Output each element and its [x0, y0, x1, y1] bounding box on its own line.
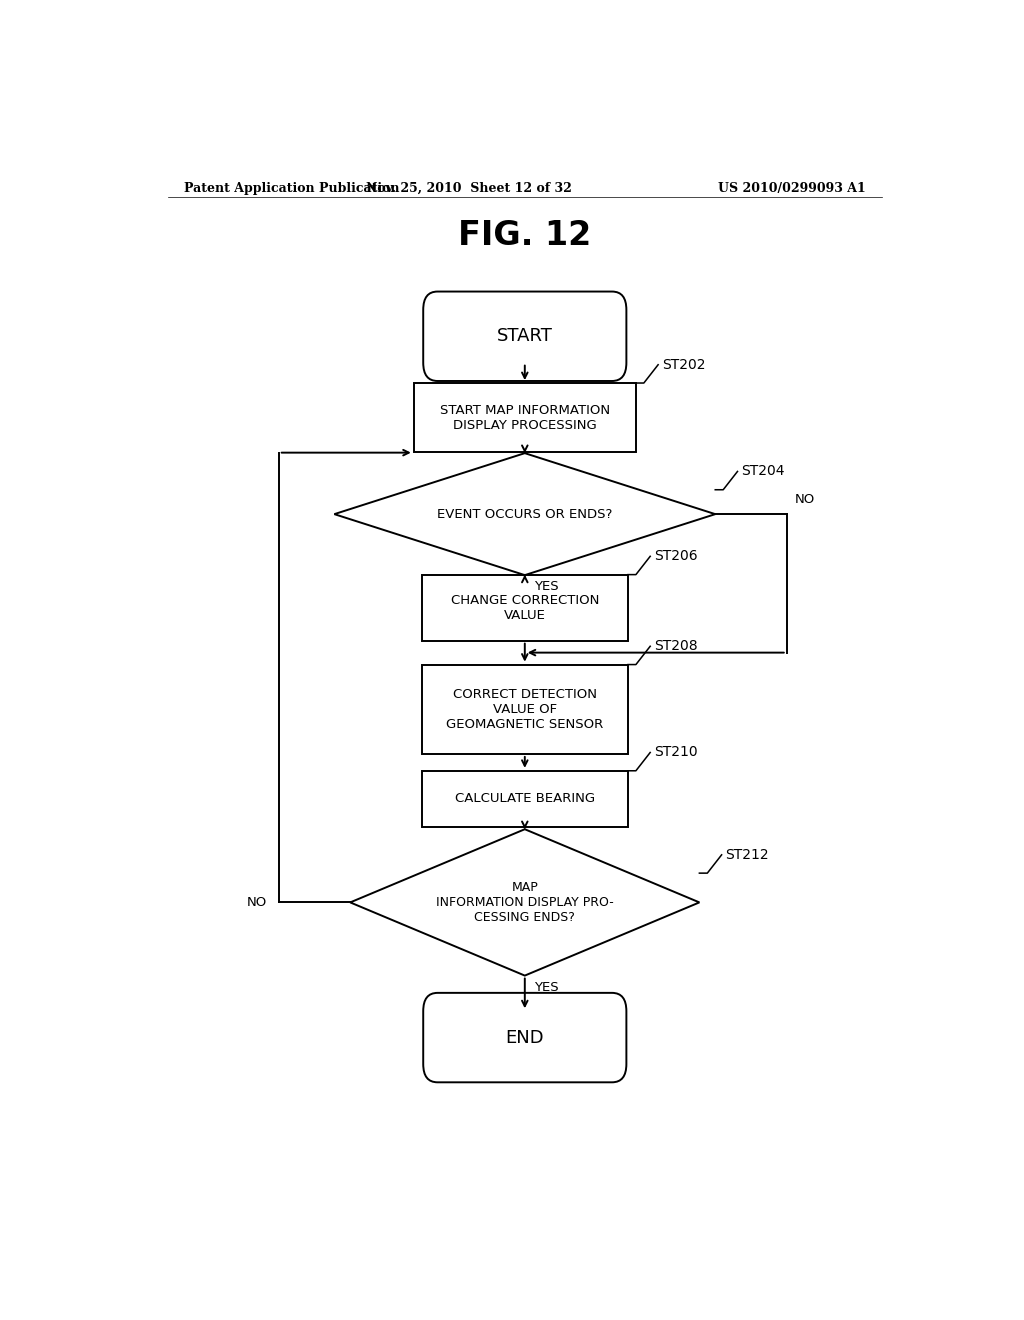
Text: NO: NO [795, 492, 815, 506]
Text: ST210: ST210 [654, 746, 697, 759]
Text: END: END [506, 1028, 544, 1047]
Polygon shape [350, 829, 699, 975]
Text: EVENT OCCURS OR ENDS?: EVENT OCCURS OR ENDS? [437, 508, 612, 520]
Text: ST208: ST208 [654, 639, 697, 653]
Text: ST202: ST202 [663, 358, 706, 372]
Text: ST212: ST212 [726, 847, 769, 862]
Text: CHANGE CORRECTION
VALUE: CHANGE CORRECTION VALUE [451, 594, 599, 622]
Text: Nov. 25, 2010  Sheet 12 of 32: Nov. 25, 2010 Sheet 12 of 32 [367, 182, 572, 195]
Text: START: START [497, 327, 553, 346]
Text: YES: YES [535, 581, 559, 593]
Bar [422, 574, 628, 640]
FancyBboxPatch shape [423, 292, 627, 381]
Text: CALCULATE BEARING: CALCULATE BEARING [455, 792, 595, 805]
Text: US 2010/0299093 A1: US 2010/0299093 A1 [718, 182, 866, 195]
Text: ST204: ST204 [741, 465, 785, 478]
FancyBboxPatch shape [423, 993, 627, 1082]
Text: FIG. 12: FIG. 12 [458, 219, 592, 252]
Bar [422, 664, 628, 754]
Text: MAP
INFORMATION DISPLAY PRO-
CESSING ENDS?: MAP INFORMATION DISPLAY PRO- CESSING END… [436, 880, 613, 924]
Text: NO: NO [247, 896, 267, 909]
Polygon shape [334, 453, 715, 576]
Bar [414, 383, 636, 453]
Text: ST206: ST206 [654, 549, 697, 564]
Text: YES: YES [535, 981, 559, 994]
Text: START MAP INFORMATION
DISPLAY PROCESSING: START MAP INFORMATION DISPLAY PROCESSING [439, 404, 610, 432]
Text: Patent Application Publication: Patent Application Publication [183, 182, 399, 195]
Text: CORRECT DETECTION
VALUE OF
GEOMAGNETIC SENSOR: CORRECT DETECTION VALUE OF GEOMAGNETIC S… [446, 688, 603, 731]
Bar [422, 771, 628, 826]
